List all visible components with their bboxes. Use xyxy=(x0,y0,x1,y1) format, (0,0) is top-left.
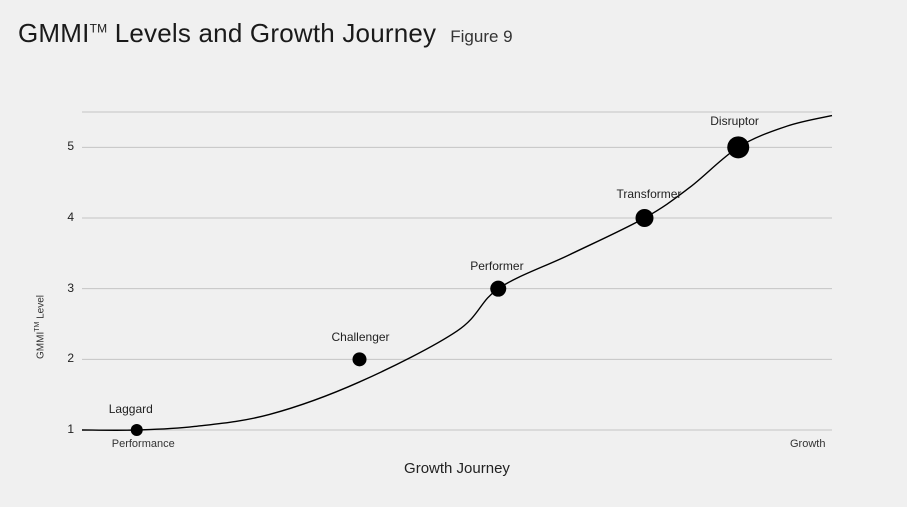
level-marker xyxy=(636,209,654,227)
ylabel-suffix: Level xyxy=(35,295,46,322)
growth-chart: 1 2 3 4 5 GMMITM Level Growth Journey Laggard Ch… xyxy=(0,60,907,480)
x-axis-title: Growth Journey xyxy=(82,460,832,477)
ylabel-tm: TM xyxy=(34,322,41,332)
y-tick-label: 4 xyxy=(54,210,74,224)
level-marker xyxy=(353,352,367,366)
level-label: Laggard xyxy=(109,402,153,416)
y-tick-label: 1 xyxy=(54,422,74,436)
title-row: GMMITM Levels and Growth Journey Figure … xyxy=(18,18,513,49)
x-end-label: Growth xyxy=(790,438,825,450)
title-suffix: Levels and Growth Journey xyxy=(107,18,436,48)
title-tm: TM xyxy=(90,21,108,35)
level-label: Performer xyxy=(470,259,523,273)
figure-label: Figure 9 xyxy=(450,27,512,47)
level-marker xyxy=(727,136,749,158)
y-tick-label: 5 xyxy=(54,139,74,153)
x-start-label: Performance xyxy=(112,438,175,450)
level-label: Disruptor xyxy=(710,114,759,128)
y-tick-label: 3 xyxy=(54,281,74,295)
y-tick-label: 2 xyxy=(54,351,74,365)
page: GMMITM Levels and Growth Journey Figure … xyxy=(0,0,907,507)
chart-title: GMMITM Levels and Growth Journey xyxy=(18,18,436,49)
level-marker xyxy=(490,281,506,297)
chart-svg xyxy=(0,60,907,480)
ylabel-prefix: GMMI xyxy=(35,332,46,359)
title-prefix: GMMI xyxy=(18,18,90,48)
level-marker xyxy=(131,424,143,436)
growth-curve xyxy=(82,116,832,431)
y-axis-title: GMMITM Level xyxy=(34,295,46,359)
level-label: Transformer xyxy=(617,187,682,201)
level-label: Challenger xyxy=(332,330,390,344)
